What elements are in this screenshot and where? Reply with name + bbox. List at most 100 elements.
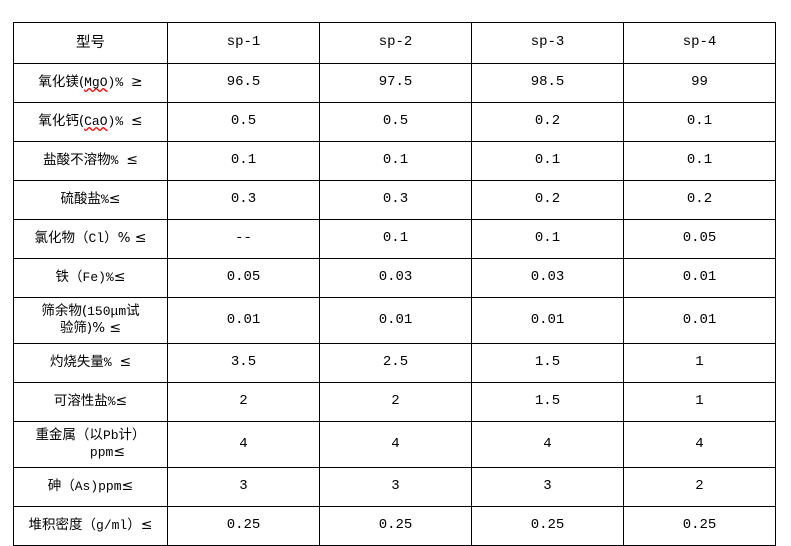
cell-value: 2 [623, 467, 776, 507]
table-row: 砷（As)ppm≤ 3 3 3 2 [13, 467, 776, 507]
cell-value: 0.2 [623, 180, 776, 220]
row-label-hcl-insoluble: 盐酸不溶物% ≤ [13, 141, 168, 181]
row-label-arsenic: 砷（As)ppm≤ [13, 467, 168, 507]
table-header-row: 型号 sp-1 sp-2 sp-3 sp-4 [13, 22, 776, 64]
cell-value: 0.25 [319, 506, 472, 546]
cell-value: 0.5 [319, 102, 472, 142]
cell-value: 4 [319, 421, 472, 468]
cell-value: 0.2 [471, 180, 624, 220]
header-cell-item: 型号 [13, 22, 168, 64]
row-label-heavy-metals: 重金属（以Pb计） ppm≤ [13, 421, 168, 468]
cell-value: 0.01 [167, 297, 320, 344]
operator-lte: ≤ [134, 230, 147, 247]
operator-lte: ≤ [126, 152, 138, 169]
cell-value: 0.5 [167, 102, 320, 142]
cell-value: 0.1 [471, 219, 624, 259]
chemical-formula-as: As [74, 479, 91, 495]
cell-value: 99 [623, 63, 776, 103]
cell-value: 1.5 [471, 382, 624, 422]
unit-g-per-ml: g/ml [96, 518, 128, 534]
cell-value: 0.25 [167, 506, 320, 546]
label-suffix: % [110, 153, 127, 169]
unit-ppm: ppm [89, 445, 114, 461]
page-root: 型号 sp-1 sp-2 sp-3 sp-4 氧化镁(MgO)% ≥ 96.5 … [13, 22, 776, 546]
header-cell-sp3: sp-3 [471, 22, 624, 64]
cell-value: 4 [623, 421, 776, 468]
label-line1-suffix: 试 [126, 303, 140, 320]
cell-value: 0.1 [471, 141, 624, 181]
label-suffix: )% [107, 114, 131, 130]
cell-value: 98.5 [471, 63, 624, 103]
cell-value: 3 [167, 467, 320, 507]
specification-table: 型号 sp-1 sp-2 sp-3 sp-4 氧化镁(MgO)% ≥ 96.5 … [13, 22, 776, 546]
chemical-formula-cao: CaO [84, 114, 108, 130]
row-label-soluble-salt: 可溶性盐%≤ [13, 382, 168, 422]
table-row: 堆积密度（g/ml）≤ 0.25 0.25 0.25 0.25 [13, 506, 776, 546]
row-label-sieve-residue: 筛余物(150μm试 验筛)% ≤ [13, 297, 168, 344]
table-row: 硫酸盐%≤ 0.3 0.3 0.2 0.2 [13, 180, 776, 220]
row-label-iron: 铁（Fe)%≤ [13, 258, 168, 298]
table-row: 氧化镁(MgO)% ≥ 96.5 97.5 98.5 99 [13, 63, 776, 103]
label-suffix: % [103, 355, 120, 371]
cell-value: 0.3 [319, 180, 472, 220]
cell-value: 2 [319, 382, 472, 422]
label-prefix: 铁（ [55, 269, 83, 286]
cell-value: 0.01 [623, 258, 776, 298]
cell-value: 3.5 [167, 343, 320, 383]
label-line-1: 筛余物(150μm试 [16, 303, 165, 320]
label-line-2: ppm≤ [16, 444, 165, 462]
cell-value: 1 [623, 382, 776, 422]
label-prefix: 砷（ [47, 478, 75, 495]
table-row: 盐酸不溶物% ≤ 0.1 0.1 0.1 0.1 [13, 141, 776, 181]
label-prefix: 盐酸不溶物 [43, 152, 111, 169]
cell-value: 0.05 [623, 219, 776, 259]
chemical-formula-fe: Fe [82, 270, 99, 286]
label-prefix: 重金属（以 [35, 427, 103, 444]
operator-lte: ≤ [130, 113, 143, 130]
operator-lte: ≤ [113, 444, 126, 461]
cell-value: 0.03 [471, 258, 624, 298]
table-row: 重金属（以Pb计） ppm≤ 4 4 4 4 [13, 421, 776, 468]
cell-value: 2.5 [319, 343, 472, 383]
label-line-1: 重金属（以Pb计） [16, 427, 165, 444]
label-line2-prefix: 验筛)% [59, 320, 110, 337]
header-cell-sp1: sp-1 [167, 22, 320, 64]
operator-lte: ≤ [140, 517, 153, 534]
label-prefix: 筛余物( [41, 303, 88, 320]
label-suffix: )% [107, 75, 131, 91]
cell-value: 0.3 [167, 180, 320, 220]
cell-value: 2 [167, 382, 320, 422]
label-prefix: 硫酸盐 [60, 191, 101, 208]
label-prefix: 氯化物（ [34, 230, 89, 247]
label-suffix: % [107, 394, 116, 410]
row-label-sulfate: 硫酸盐%≤ [13, 180, 168, 220]
row-label-calcium-oxide: 氧化钙(CaO)% ≤ [13, 102, 168, 142]
cell-value: 0.25 [623, 506, 776, 546]
cell-value: 97.5 [319, 63, 472, 103]
cell-value: 4 [167, 421, 320, 468]
cell-value: 0.2 [471, 102, 624, 142]
cell-value: 0.01 [319, 297, 472, 344]
label-prefix: 灼烧失量 [49, 354, 104, 371]
cell-value: 0.01 [623, 297, 776, 344]
operator-lte: ≤ [121, 478, 134, 495]
label-prefix: 可溶性盐 [53, 393, 108, 410]
label-two-line: 筛余物(150μm试 验筛)% ≤ [16, 303, 165, 338]
operator-lte: ≤ [108, 191, 121, 208]
cell-value: 1 [623, 343, 776, 383]
chemical-formula-cl: Cl [88, 231, 105, 247]
label-suffix: ）% [104, 230, 135, 247]
sieve-size-value: 150μm [87, 304, 127, 320]
cell-value: 0.1 [623, 102, 776, 142]
table-row: 可溶性盐%≤ 2 2 1.5 1 [13, 382, 776, 422]
cell-value: 1.5 [471, 343, 624, 383]
row-label-bulk-density: 堆积密度（g/ml）≤ [13, 506, 168, 546]
header-cell-sp4: sp-4 [623, 22, 776, 64]
cell-value: 4 [471, 421, 624, 468]
spec-table-container: 型号 sp-1 sp-2 sp-3 sp-4 氧化镁(MgO)% ≥ 96.5 … [13, 22, 776, 546]
chemical-formula-pb: Pb [102, 428, 119, 444]
label-prefix: 氧化钙( [38, 113, 85, 130]
label-prefix: 堆积密度（ [28, 517, 97, 534]
table-row: 灼烧失量% ≤ 3.5 2.5 1.5 1 [13, 343, 776, 383]
cell-value: 3 [319, 467, 472, 507]
